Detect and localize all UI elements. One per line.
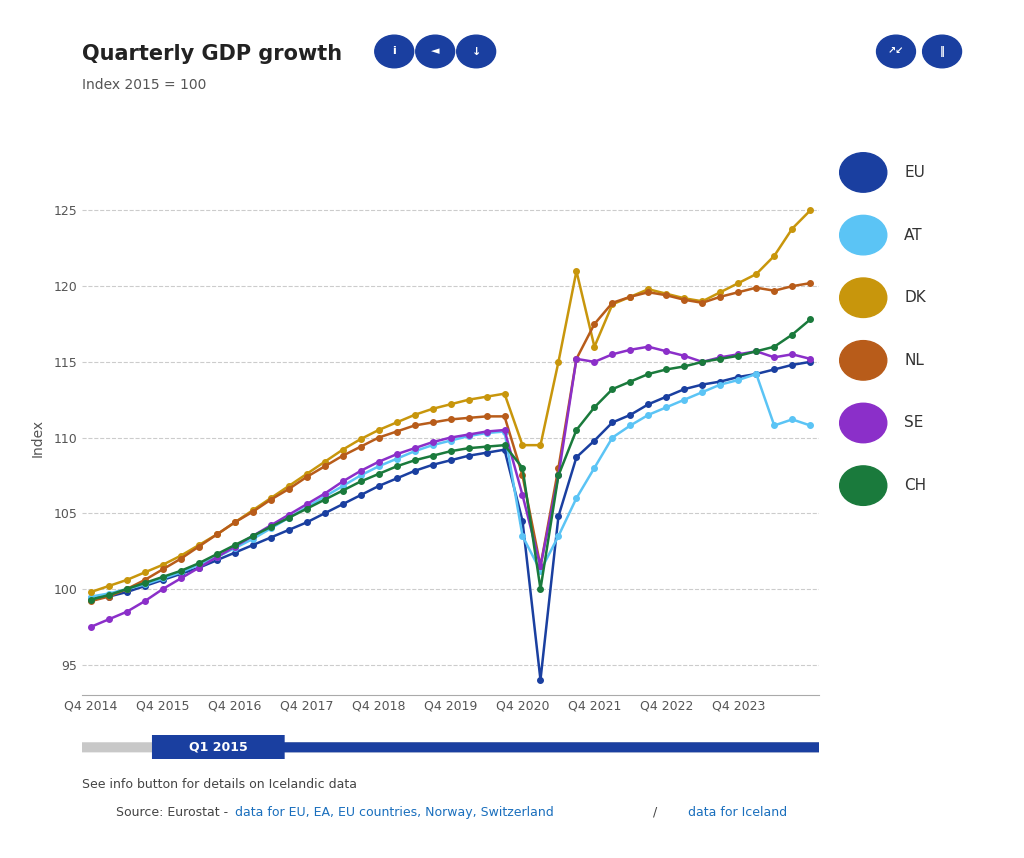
Text: ◄: ◄ (431, 46, 439, 57)
Y-axis label: Index: Index (31, 419, 45, 456)
Text: CH: CH (904, 478, 927, 493)
Text: data for Iceland: data for Iceland (688, 806, 786, 819)
Text: Q1 2015: Q1 2015 (189, 740, 248, 753)
Text: See info button for details on Icelandic data: See info button for details on Icelandic… (82, 778, 357, 791)
Text: NL: NL (904, 353, 924, 368)
Text: i: i (392, 46, 396, 57)
Text: data for EU, EA, EU countries, Norway, Switzerland: data for EU, EA, EU countries, Norway, S… (234, 806, 554, 819)
Text: AT: AT (904, 227, 923, 243)
Text: EU: EU (904, 165, 925, 180)
Text: Source: Eurostat -: Source: Eurostat - (116, 806, 232, 819)
FancyBboxPatch shape (75, 742, 826, 752)
Text: Quarterly GDP growth: Quarterly GDP growth (82, 45, 342, 64)
Text: /: / (649, 806, 662, 819)
Text: ↗↙: ↗↙ (888, 46, 904, 57)
Text: SE: SE (904, 415, 924, 431)
Text: ↓: ↓ (471, 46, 481, 57)
FancyBboxPatch shape (152, 733, 285, 762)
Text: ‖: ‖ (940, 46, 944, 57)
Text: Index 2015 = 100: Index 2015 = 100 (82, 78, 206, 92)
Text: DK: DK (904, 290, 926, 305)
FancyBboxPatch shape (211, 742, 826, 752)
